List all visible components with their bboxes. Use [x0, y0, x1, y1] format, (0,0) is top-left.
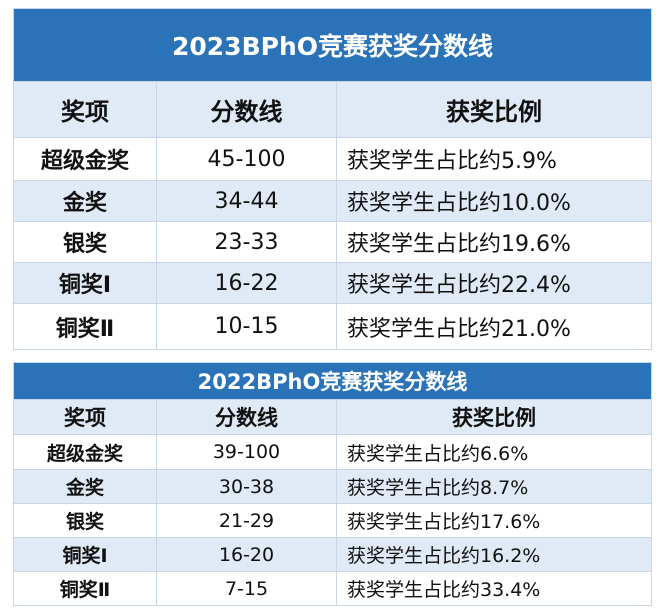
header-cell: 分数线	[156, 400, 336, 434]
table-cell: 21-29	[156, 504, 336, 537]
table-cell: 银奖	[65, 511, 104, 533]
table-row: 铜奖Ⅱ 7-15 获奖学生占比约33.4%	[14, 571, 651, 605]
table-row: 金奖 30-38 获奖学生占比约8.7%	[14, 469, 651, 503]
table-cell: 获奖学生占比约10.0%	[336, 181, 651, 221]
table-cell: 铜奖Ⅰ	[62, 545, 108, 567]
header-cell: 获奖比例	[336, 82, 651, 137]
table-row: 铜奖Ⅱ 10-15 获奖学生占比约21.0%	[14, 303, 651, 349]
header-cell: 获奖比例	[336, 400, 651, 434]
table-cell: 16-22	[156, 263, 336, 303]
table-cell: 获奖学生占比约19.6%	[336, 222, 651, 262]
table-cell: 获奖学生占比约17.6%	[336, 504, 651, 537]
table-cell: 获奖学生占比约21.0%	[336, 304, 651, 349]
table-row: 超级金奖 39-100 获奖学生占比约6.6%	[14, 434, 651, 469]
table-cell: 30-38	[156, 470, 336, 503]
table-cell: 23-33	[156, 222, 336, 262]
table-cell: 金奖	[65, 477, 104, 499]
table: 2023BPhO竞赛获奖分数线 奖项 分数线 获奖比例 超级金奖 45-100 获奖学生占比…	[13, 8, 652, 350]
table-row: 铜奖Ⅰ 16-20 获奖学生占比约16.2%	[14, 537, 651, 571]
table-row: 银奖 21-29 获奖学生占比约17.6%	[14, 503, 651, 537]
table-cell: 10-15	[156, 304, 336, 349]
table-cell: 16-20	[156, 538, 336, 571]
table-cell: 获奖学生占比约16.2%	[336, 538, 651, 571]
header-row: 奖项 分数线 获奖比例	[14, 399, 651, 434]
table-cell: 金奖	[62, 191, 107, 216]
header-cell: 奖项	[64, 406, 106, 430]
table-cell: 34-44	[156, 181, 336, 221]
header-row: 奖项 分数线 获奖比例	[14, 81, 651, 137]
table-title: 2023BPhO竞赛获奖分数线	[14, 9, 651, 81]
table-cell: 7-15	[156, 572, 336, 605]
table-cell: 45-100	[156, 138, 336, 180]
table-row: 银奖 23-33 获奖学生占比约19.6%	[14, 221, 651, 262]
table-cell: 铜奖Ⅰ	[58, 273, 112, 298]
header-cell: 分数线	[156, 82, 336, 137]
table-cell: 铜奖Ⅱ	[55, 316, 115, 342]
table-cell: 超级金奖	[40, 149, 129, 174]
table-cell: 获奖学生占比约6.6%	[336, 435, 651, 469]
table: 2022BPhO竞赛获奖分数线 奖项 分数线 获奖比例 超级金奖 39-100 获奖学生占比…	[13, 362, 652, 606]
table-cell: 超级金奖	[46, 442, 123, 465]
table-title: 2022BPhO竞赛获奖分数线	[14, 363, 651, 399]
table-row: 超级金奖 45-100 获奖学生占比约5.9%	[14, 137, 651, 180]
table-cell: 银奖	[62, 232, 107, 257]
table-cell: 铜奖Ⅱ	[59, 579, 111, 601]
table-cell: 获奖学生占比约5.9%	[336, 138, 651, 180]
header-cell: 奖项	[61, 98, 109, 126]
table-cell: 39-100	[156, 435, 336, 469]
table-cell: 获奖学生占比约22.4%	[336, 263, 651, 303]
table-cell: 获奖学生占比约8.7%	[336, 470, 651, 503]
table-row: 铜奖Ⅰ 16-22 获奖学生占比约22.4%	[14, 262, 651, 303]
table-row: 金奖 34-44 获奖学生占比约10.0%	[14, 180, 651, 221]
table-cell: 获奖学生占比约33.4%	[336, 572, 651, 605]
